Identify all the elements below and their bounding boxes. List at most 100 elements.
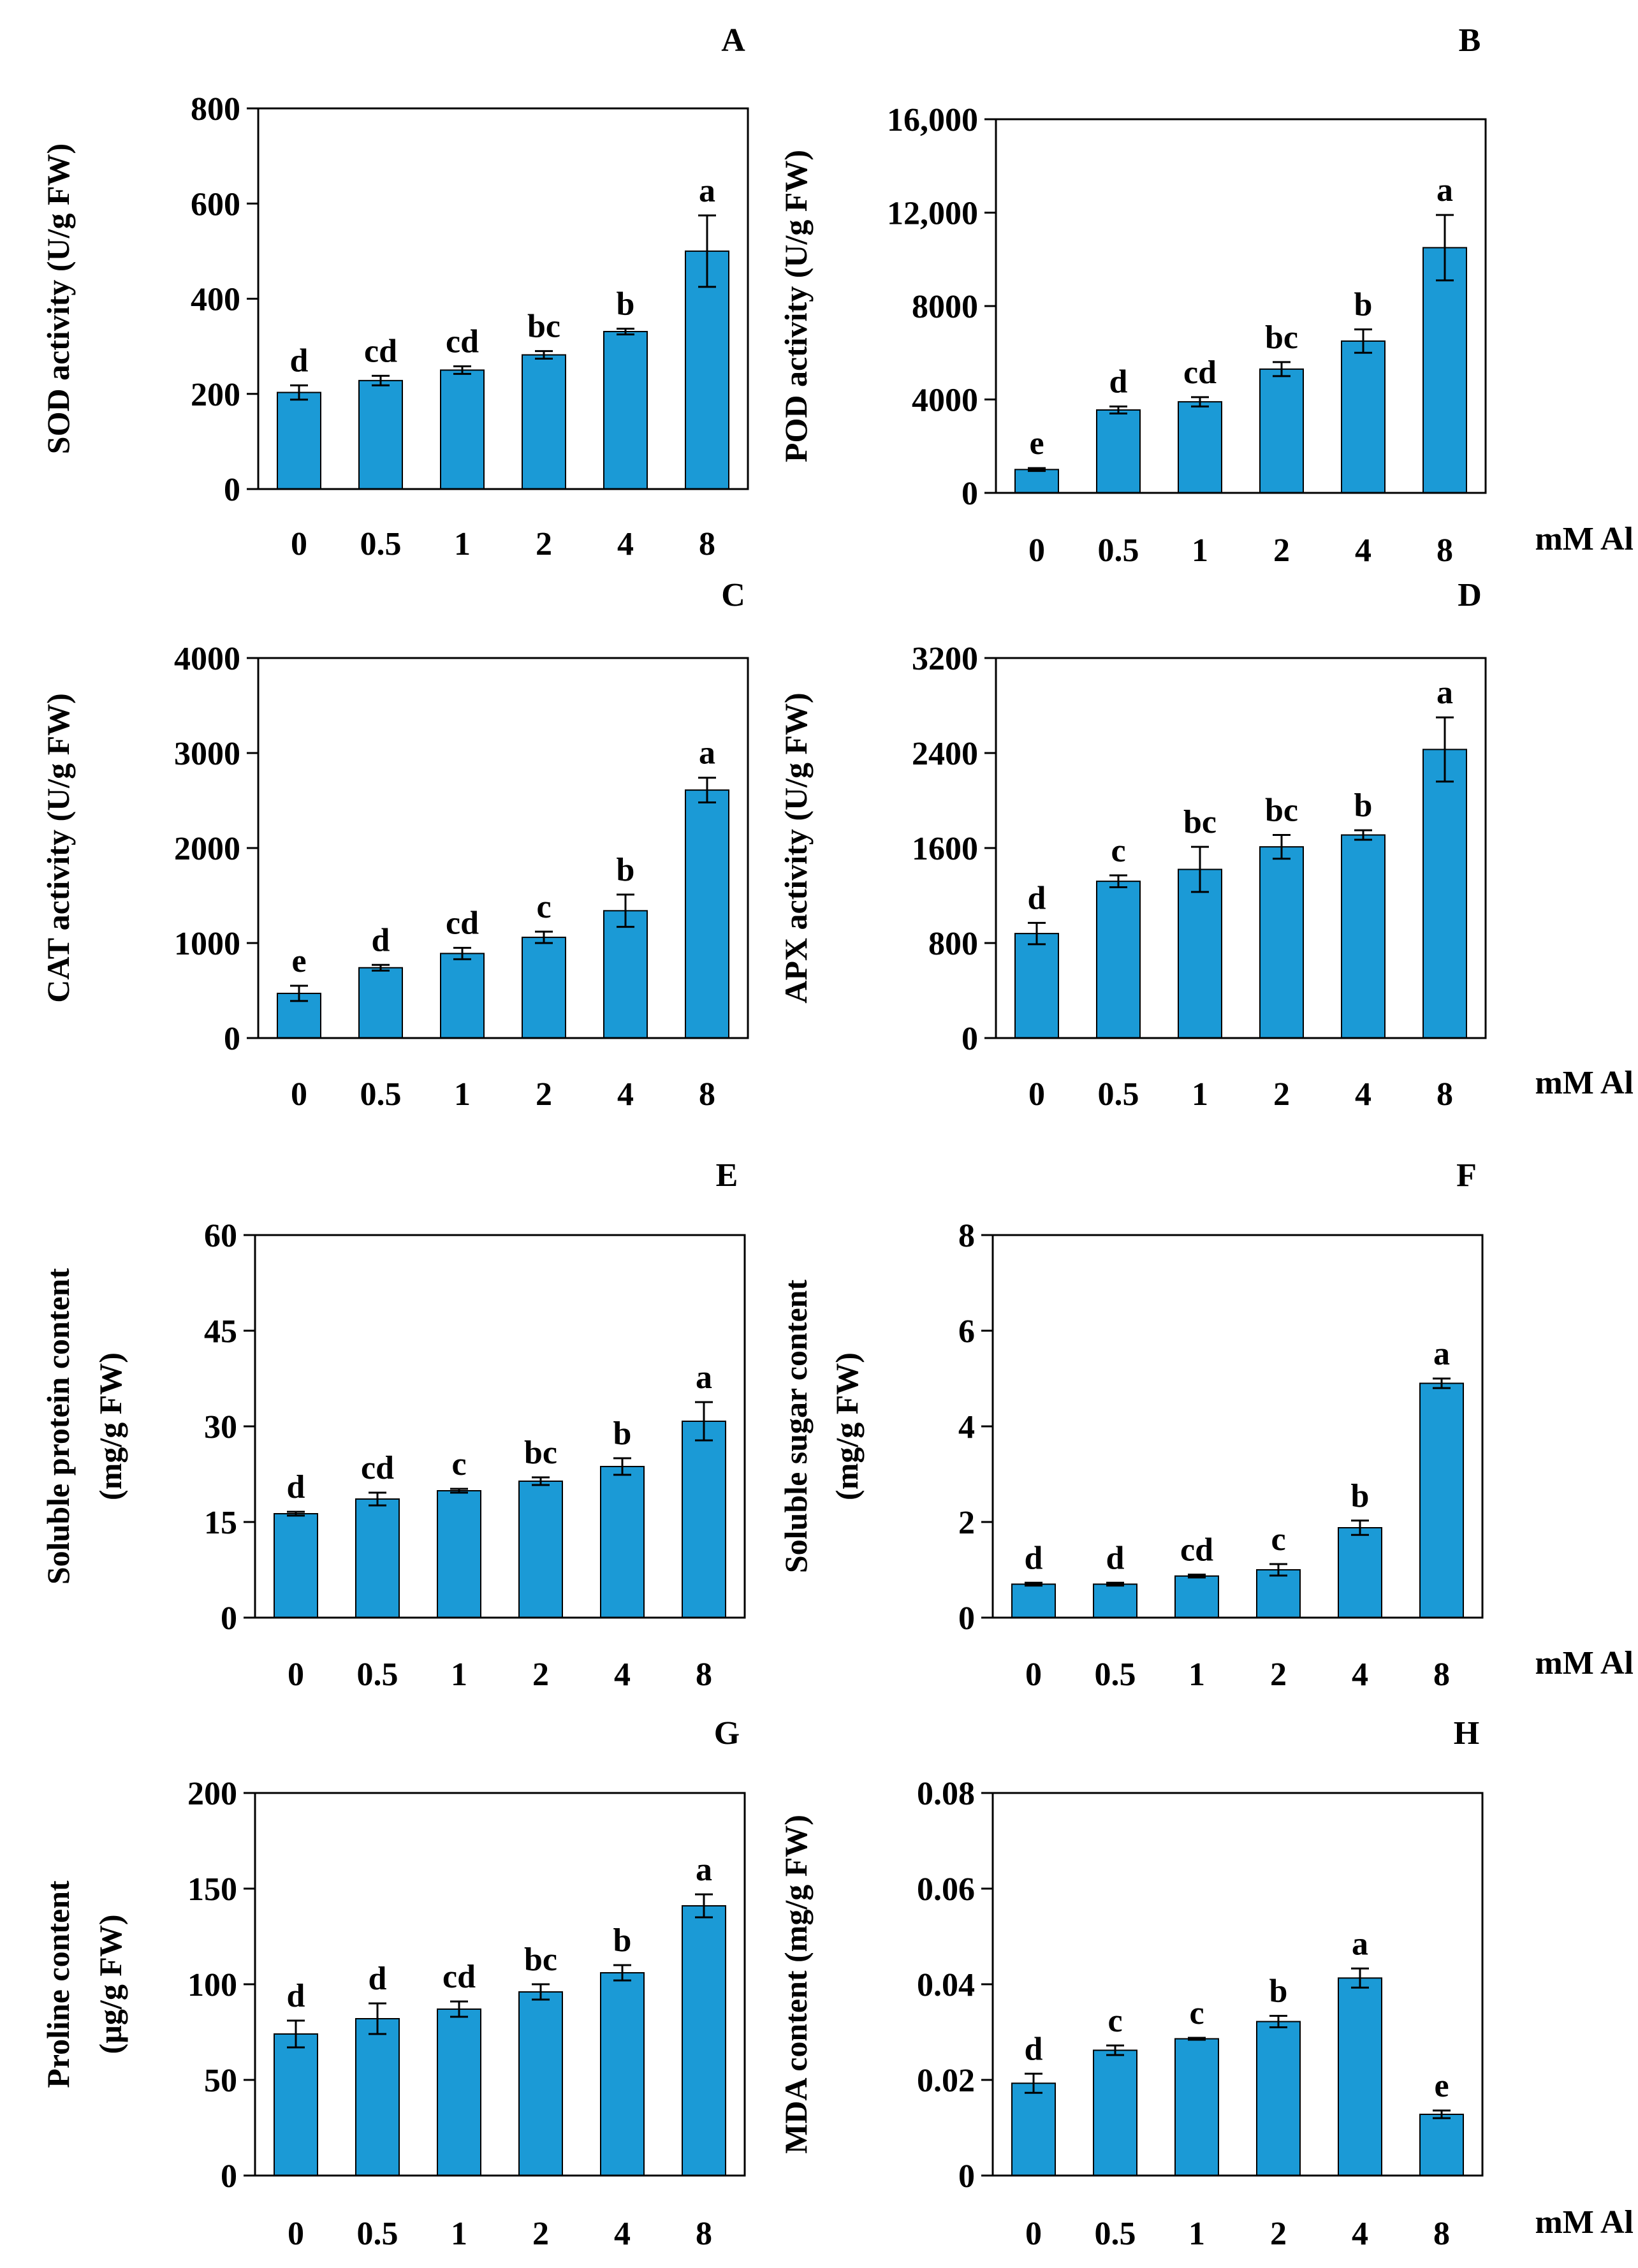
bar-A-4 <box>603 330 648 490</box>
bar-D-0.5 <box>1096 881 1141 1039</box>
x-tick-label-F-2: 2 <box>1270 1657 1287 1693</box>
error-bar-D-0 <box>1028 921 1046 946</box>
y-tick-label-F-0: 0 <box>958 1600 975 1637</box>
error-bar-C-8 <box>698 777 716 803</box>
error-bar-C-1 <box>453 946 471 960</box>
y-axis-title-F-line-2: (mg/g FW) <box>829 1352 865 1500</box>
error-bar-B-0 <box>1028 467 1046 472</box>
x-unit-label-H: mM Al <box>1535 2204 1634 2241</box>
y-axis-title-E-line-2: (mg/g FW) <box>92 1352 128 1500</box>
x-tick-label-H-4: 4 <box>1352 2216 1368 2252</box>
x-tick-label-D-4: 4 <box>1355 1076 1371 1113</box>
y-tick-label-A-0: 0 <box>224 472 240 508</box>
error-bar-F-1 <box>1188 1574 1206 1579</box>
error-bar-D-0.5 <box>1109 874 1127 888</box>
y-tick-label-E-2: 30 <box>204 1409 237 1445</box>
significance-letter-D-4: b <box>1354 787 1373 824</box>
x-tick-label-G-0: 0 <box>288 2216 304 2252</box>
y-tick-label-B-0: 0 <box>962 476 978 512</box>
x-tick-label-E-0.5: 0.5 <box>357 1657 399 1693</box>
x-tick-label-E-2: 2 <box>532 1657 549 1693</box>
x-tick-label-F-0: 0 <box>1025 1657 1042 1693</box>
bar-A-8 <box>685 250 729 490</box>
x-tick-label-B-1: 1 <box>1192 532 1208 569</box>
y-tick-label-G-2: 100 <box>187 1967 237 2003</box>
x-tick-label-E-4: 4 <box>614 1657 631 1693</box>
x-tick-label-A-8: 8 <box>699 526 715 562</box>
y-tick-label-A-4: 800 <box>191 91 240 128</box>
x-tick-label-G-1: 1 <box>451 2216 467 2252</box>
error-bar-F-8 <box>1433 1377 1451 1389</box>
error-bar-A-0.5 <box>372 374 390 386</box>
x-tick-label-H-0.5: 0.5 <box>1095 2216 1136 2252</box>
significance-letter-H-1: c <box>1189 1995 1204 2031</box>
error-bar-C-4 <box>617 893 634 928</box>
panel-letter-A: A <box>721 22 745 59</box>
x-tick-label-H-2: 2 <box>1270 2216 1287 2252</box>
plot-frame-B <box>995 118 1487 494</box>
significance-letter-G-8: a <box>696 1852 712 1888</box>
y-tick-label-A-2: 400 <box>191 282 240 318</box>
y-tick-label-E-1: 15 <box>204 1505 237 1541</box>
error-bar-B-2 <box>1273 361 1291 377</box>
significance-letter-E-1: c <box>451 1446 466 1482</box>
bar-C-0.5 <box>358 967 403 1039</box>
x-tick-label-F-4: 4 <box>1352 1657 1368 1693</box>
error-bar-H-2 <box>1269 2015 1287 2028</box>
bar-G-1 <box>437 2008 481 2176</box>
error-bar-E-4 <box>613 1457 631 1476</box>
y-axis-title-H: MDA content (mg/g FW) <box>778 1815 814 2154</box>
x-tick-label-C-0.5: 0.5 <box>360 1076 402 1113</box>
significance-letter-C-2: c <box>536 889 551 925</box>
x-tick-label-A-4: 4 <box>617 526 634 562</box>
x-unit-label-D: mM Al <box>1535 1065 1634 1101</box>
significance-letter-G-4: b <box>613 1922 632 1959</box>
significance-letter-B-1: cd <box>1183 355 1217 391</box>
y-tick-label-H-1: 0.02 <box>917 2063 975 2099</box>
plot-frame-A <box>257 107 749 490</box>
bar-F-2 <box>1256 1569 1301 1618</box>
y-tick-label-F-2: 4 <box>958 1409 975 1445</box>
significance-letter-H-0: d <box>1025 2031 1043 2067</box>
y-tick-label-H-0: 0 <box>958 2158 975 2195</box>
bar-D-2 <box>1259 846 1304 1039</box>
significance-letter-G-2: bc <box>524 1942 557 1978</box>
bar-B-4 <box>1341 340 1386 494</box>
error-bar-F-0.5 <box>1106 1581 1124 1587</box>
significance-letter-E-0.5: cd <box>361 1450 394 1486</box>
y-tick-label-C-0: 0 <box>224 1021 240 1057</box>
error-bar-D-4 <box>1354 829 1372 841</box>
y-tick-label-H-2: 0.04 <box>917 1967 975 2003</box>
error-bar-E-8 <box>695 1401 713 1442</box>
significance-letter-D-0: d <box>1028 880 1046 916</box>
chart-panel-H: d 0 c 0.5 c 1 b 2 a 4 e 8 0 0.02 0.04 0.06 0.08 MDA conte… <box>778 1715 1634 2252</box>
y-tick-label-G-3: 150 <box>187 1871 237 1908</box>
y-tick-label-F-4: 8 <box>958 1218 975 1254</box>
bar-G-8 <box>682 1905 726 2176</box>
y-tick-label-D-2: 1600 <box>912 831 978 867</box>
bar-E-8 <box>682 1421 726 1618</box>
significance-letter-C-8: a <box>699 735 715 772</box>
significance-letter-C-1: cd <box>446 905 479 941</box>
significance-letter-G-0: d <box>287 1978 305 2014</box>
x-tick-label-D-1: 1 <box>1192 1076 1208 1113</box>
x-tick-label-B-4: 4 <box>1355 532 1371 569</box>
error-bar-A-8 <box>698 214 716 288</box>
error-bar-D-8 <box>1436 716 1454 783</box>
bar-A-0.5 <box>358 379 403 490</box>
bar-H-8 <box>1419 2114 1464 2176</box>
error-bar-B-0.5 <box>1109 405 1127 414</box>
y-tick-label-D-3: 2400 <box>912 736 978 772</box>
y-axis-title-C: CAT activity (U/g FW) <box>40 693 76 1003</box>
bar-E-2 <box>518 1481 563 1618</box>
x-tick-label-F-0.5: 0.5 <box>1095 1657 1136 1693</box>
y-tick-label-B-4: 16,000 <box>887 102 978 138</box>
bar-F-4 <box>1338 1527 1382 1618</box>
error-bar-D-2 <box>1273 834 1291 860</box>
error-bar-A-0 <box>290 384 308 401</box>
x-tick-label-H-1: 1 <box>1188 2216 1205 2252</box>
y-tick-label-G-4: 200 <box>187 1776 237 1812</box>
x-tick-label-H-0: 0 <box>1025 2216 1042 2252</box>
error-bar-E-0 <box>287 1511 305 1517</box>
y-tick-label-C-4: 4000 <box>174 641 240 677</box>
